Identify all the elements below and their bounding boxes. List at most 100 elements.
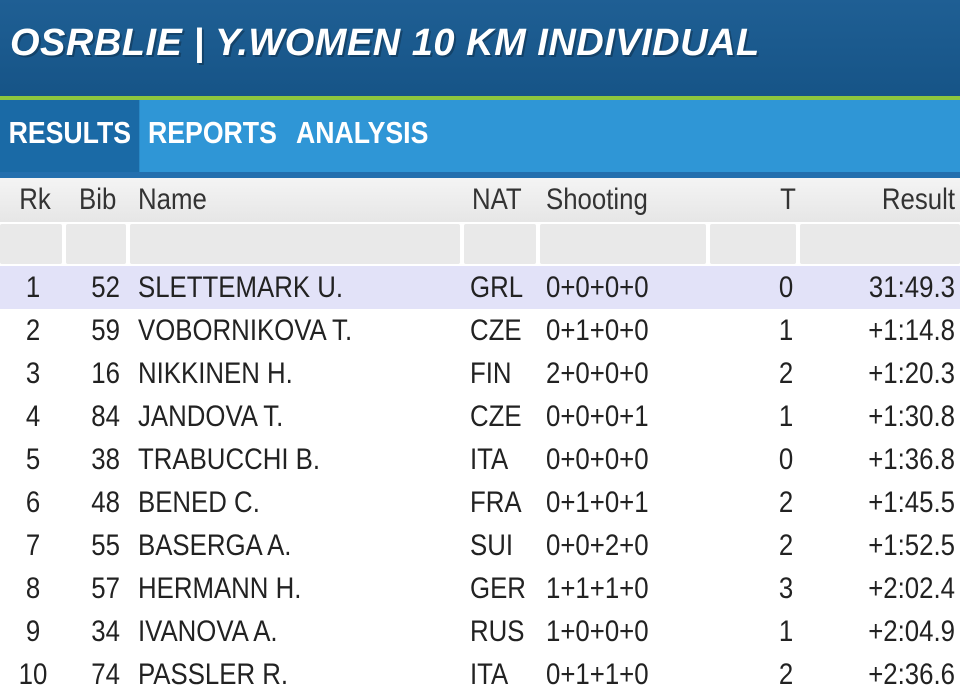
tab-bar: RESULTS REPORTS ANALYSIS — [0, 100, 960, 172]
cell-result: +2:02.4 — [868, 572, 955, 605]
cell-name[interactable]: JANDOVA T. — [138, 400, 284, 433]
cell-nat: FIN — [470, 357, 512, 390]
table-header: Rk Bib Name NAT Shooting T Result — [0, 178, 960, 222]
table-row[interactable]: 3 16 NIKKINEN H. FIN 2+0+0+0 2 +1:20.3 — [0, 352, 960, 395]
table-row[interactable]: 6 48 BENED C. FRA 0+1+0+1 2 +1:45.5 — [0, 481, 960, 524]
cell-bib: 57 — [91, 572, 120, 605]
cell-name[interactable]: BENED C. — [138, 486, 260, 519]
cell-nat: FRA — [470, 486, 522, 519]
tab-bar-divider — [0, 172, 960, 178]
filter-t[interactable] — [710, 224, 796, 264]
cell-t: 0 — [778, 271, 794, 304]
table-row[interactable]: 1 52 SLETTEMARK U. GRL 0+0+0+0 0 31:49.3 — [0, 266, 960, 309]
cell-bib: 38 — [91, 443, 120, 476]
app-header: OSRBLIE | Y.WOMEN 10 KM INDIVIDUAL — [0, 0, 960, 96]
cell-rk: 2 — [25, 314, 41, 347]
col-header-result[interactable]: Result — [881, 183, 955, 216]
cell-name[interactable]: IVANOVA A. — [138, 615, 278, 648]
cell-nat: ITA — [470, 443, 509, 476]
cell-name[interactable]: VOBORNIKOVA T. — [138, 314, 353, 347]
cell-shooting: 0+0+0+0 — [546, 271, 649, 304]
cell-bib: 16 — [91, 357, 120, 390]
cell-name[interactable]: BASERGA A. — [138, 529, 292, 562]
cell-nat: SUI — [470, 529, 514, 562]
cell-name[interactable]: TRABUCCHI B. — [138, 443, 321, 476]
cell-bib: 59 — [91, 314, 120, 347]
cell-rk: 5 — [25, 443, 41, 476]
col-header-rk[interactable]: Rk — [19, 183, 51, 216]
cell-t: 1 — [778, 615, 794, 648]
cell-shooting: 0+1+0+0 — [546, 314, 649, 347]
col-header-bib[interactable]: Bib — [79, 183, 117, 216]
filter-bib[interactable] — [66, 224, 126, 264]
tab-results[interactable]: RESULTS — [0, 100, 140, 172]
cell-t: 2 — [778, 529, 794, 562]
cell-t: 2 — [778, 357, 794, 390]
cell-t: 0 — [778, 443, 794, 476]
cell-result: +1:20.3 — [868, 357, 955, 390]
cell-t: 2 — [778, 486, 794, 519]
cell-nat: ITA — [470, 658, 509, 691]
cell-bib: 34 — [91, 615, 120, 648]
cell-t: 1 — [778, 400, 794, 433]
tab-analysis[interactable]: ANALYSIS — [296, 115, 429, 150]
cell-rk: 7 — [25, 529, 41, 562]
cell-rk: 8 — [25, 572, 41, 605]
cell-bib: 84 — [91, 400, 120, 433]
table-row[interactable]: 4 84 JANDOVA T. CZE 0+0+0+1 1 +1:30.8 — [0, 395, 960, 438]
table-row[interactable]: 8 57 HERMANN H. GER 1+1+1+0 3 +2:02.4 — [0, 567, 960, 610]
col-header-shooting[interactable]: Shooting — [546, 183, 648, 216]
col-header-name[interactable]: Name — [138, 183, 207, 216]
filter-row — [0, 222, 960, 266]
tab-reports[interactable]: REPORTS — [148, 115, 277, 150]
cell-shooting: 0+0+2+0 — [546, 529, 649, 562]
col-header-nat[interactable]: NAT — [472, 183, 522, 216]
cell-result: +1:14.8 — [868, 314, 955, 347]
filter-nat[interactable] — [464, 224, 536, 264]
table-row[interactable]: 7 55 BASERGA A. SUI 0+0+2+0 2 +1:52.5 — [0, 524, 960, 567]
cell-result: +1:45.5 — [868, 486, 955, 519]
filter-rk[interactable] — [0, 224, 62, 264]
cell-rk: 4 — [25, 400, 41, 433]
cell-rk: 3 — [25, 357, 41, 390]
cell-rk: 9 — [25, 615, 41, 648]
cell-result: +2:36.6 — [868, 658, 955, 691]
cell-name[interactable]: PASSLER R. — [138, 658, 289, 691]
cell-rk: 10 — [18, 658, 48, 691]
cell-nat: GER — [470, 572, 526, 605]
filter-name[interactable] — [130, 224, 460, 264]
table-row[interactable]: 9 34 IVANOVA A. RUS 1+0+0+0 1 +2:04.9 — [0, 610, 960, 653]
cell-result: +1:36.8 — [868, 443, 955, 476]
header-accent-line — [0, 96, 960, 100]
cell-shooting: 0+0+0+0 — [546, 443, 649, 476]
cell-name[interactable]: HERMANN H. — [138, 572, 302, 605]
cell-nat: RUS — [470, 615, 525, 648]
cell-result: +1:52.5 — [868, 529, 955, 562]
col-header-t[interactable]: T — [780, 183, 796, 216]
cell-name[interactable]: NIKKINEN H. — [138, 357, 293, 390]
cell-nat: GRL — [470, 271, 524, 304]
cell-shooting: 0+0+0+1 — [546, 400, 649, 433]
cell-t: 2 — [778, 658, 794, 691]
cell-bib: 52 — [91, 271, 120, 304]
cell-nat: CZE — [470, 400, 522, 433]
cell-shooting: 0+1+0+1 — [546, 486, 649, 519]
cell-bib: 55 — [91, 529, 120, 562]
cell-shooting: 2+0+0+0 — [546, 357, 649, 390]
cell-rk: 1 — [25, 271, 41, 304]
cell-rk: 6 — [25, 486, 41, 519]
filter-result[interactable] — [800, 224, 960, 264]
cell-shooting: 1+0+0+0 — [546, 615, 649, 648]
cell-t: 1 — [778, 314, 794, 347]
cell-result: +2:04.9 — [868, 615, 955, 648]
table-row[interactable]: 2 59 VOBORNIKOVA T. CZE 0+1+0+0 1 +1:14.… — [0, 309, 960, 352]
cell-t: 3 — [778, 572, 794, 605]
cell-name[interactable]: SLETTEMARK U. — [138, 271, 344, 304]
cell-bib: 48 — [91, 486, 120, 519]
cell-shooting: 0+1+1+0 — [546, 658, 649, 691]
cell-shooting: 1+1+1+0 — [546, 572, 649, 605]
table-row[interactable]: 5 38 TRABUCCHI B. ITA 0+0+0+0 0 +1:36.8 — [0, 438, 960, 481]
page-title: OSRBLIE | Y.WOMEN 10 KM INDIVIDUAL — [10, 22, 760, 64]
filter-shooting[interactable] — [540, 224, 706, 264]
table-row[interactable]: 10 74 PASSLER R. ITA 0+1+1+0 2 +2:36.6 — [0, 653, 960, 696]
